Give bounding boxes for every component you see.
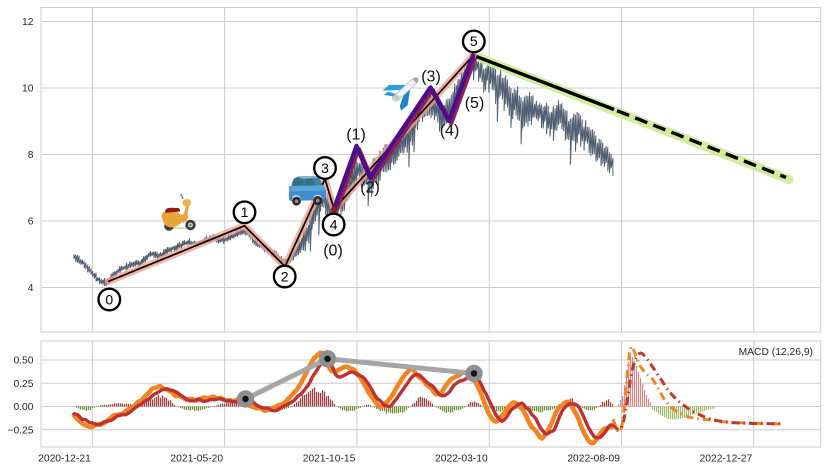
svg-text:2022-08-09: 2022-08-09	[567, 454, 620, 465]
svg-text:(3): (3)	[421, 69, 441, 86]
svg-text:10: 10	[22, 84, 34, 95]
svg-text:1: 1	[241, 204, 249, 220]
svg-text:2021-05-20: 2021-05-20	[170, 454, 223, 465]
svg-text:0: 0	[105, 291, 113, 307]
svg-text:4: 4	[330, 216, 338, 232]
svg-text:4: 4	[28, 283, 34, 294]
svg-text:8: 8	[28, 150, 34, 161]
svg-text:(2): (2)	[360, 180, 380, 197]
svg-text:(5): (5)	[465, 95, 485, 112]
svg-text:2021-10-15: 2021-10-15	[303, 454, 356, 465]
svg-text:0.50: 0.50	[13, 356, 33, 367]
svg-text:12: 12	[22, 17, 34, 28]
svg-text:5: 5	[470, 33, 478, 49]
svg-text:6: 6	[28, 217, 34, 228]
svg-text:(4): (4)	[440, 123, 460, 140]
svg-text:2020-12-21: 2020-12-21	[38, 454, 91, 465]
svg-text:3: 3	[321, 160, 329, 176]
svg-text:(1): (1)	[346, 127, 366, 144]
svg-text:(0): (0)	[323, 243, 343, 260]
svg-text:0.25: 0.25	[13, 379, 33, 390]
svg-text:2022-03-10: 2022-03-10	[435, 454, 488, 465]
svg-text:−0.25: −0.25	[7, 425, 33, 436]
svg-text:2022-12-27: 2022-12-27	[700, 454, 753, 465]
svg-text:0.00: 0.00	[13, 402, 33, 413]
svg-text:2: 2	[281, 268, 289, 284]
svg-text:MACD (12,26,9): MACD (12,26,9)	[739, 347, 813, 358]
